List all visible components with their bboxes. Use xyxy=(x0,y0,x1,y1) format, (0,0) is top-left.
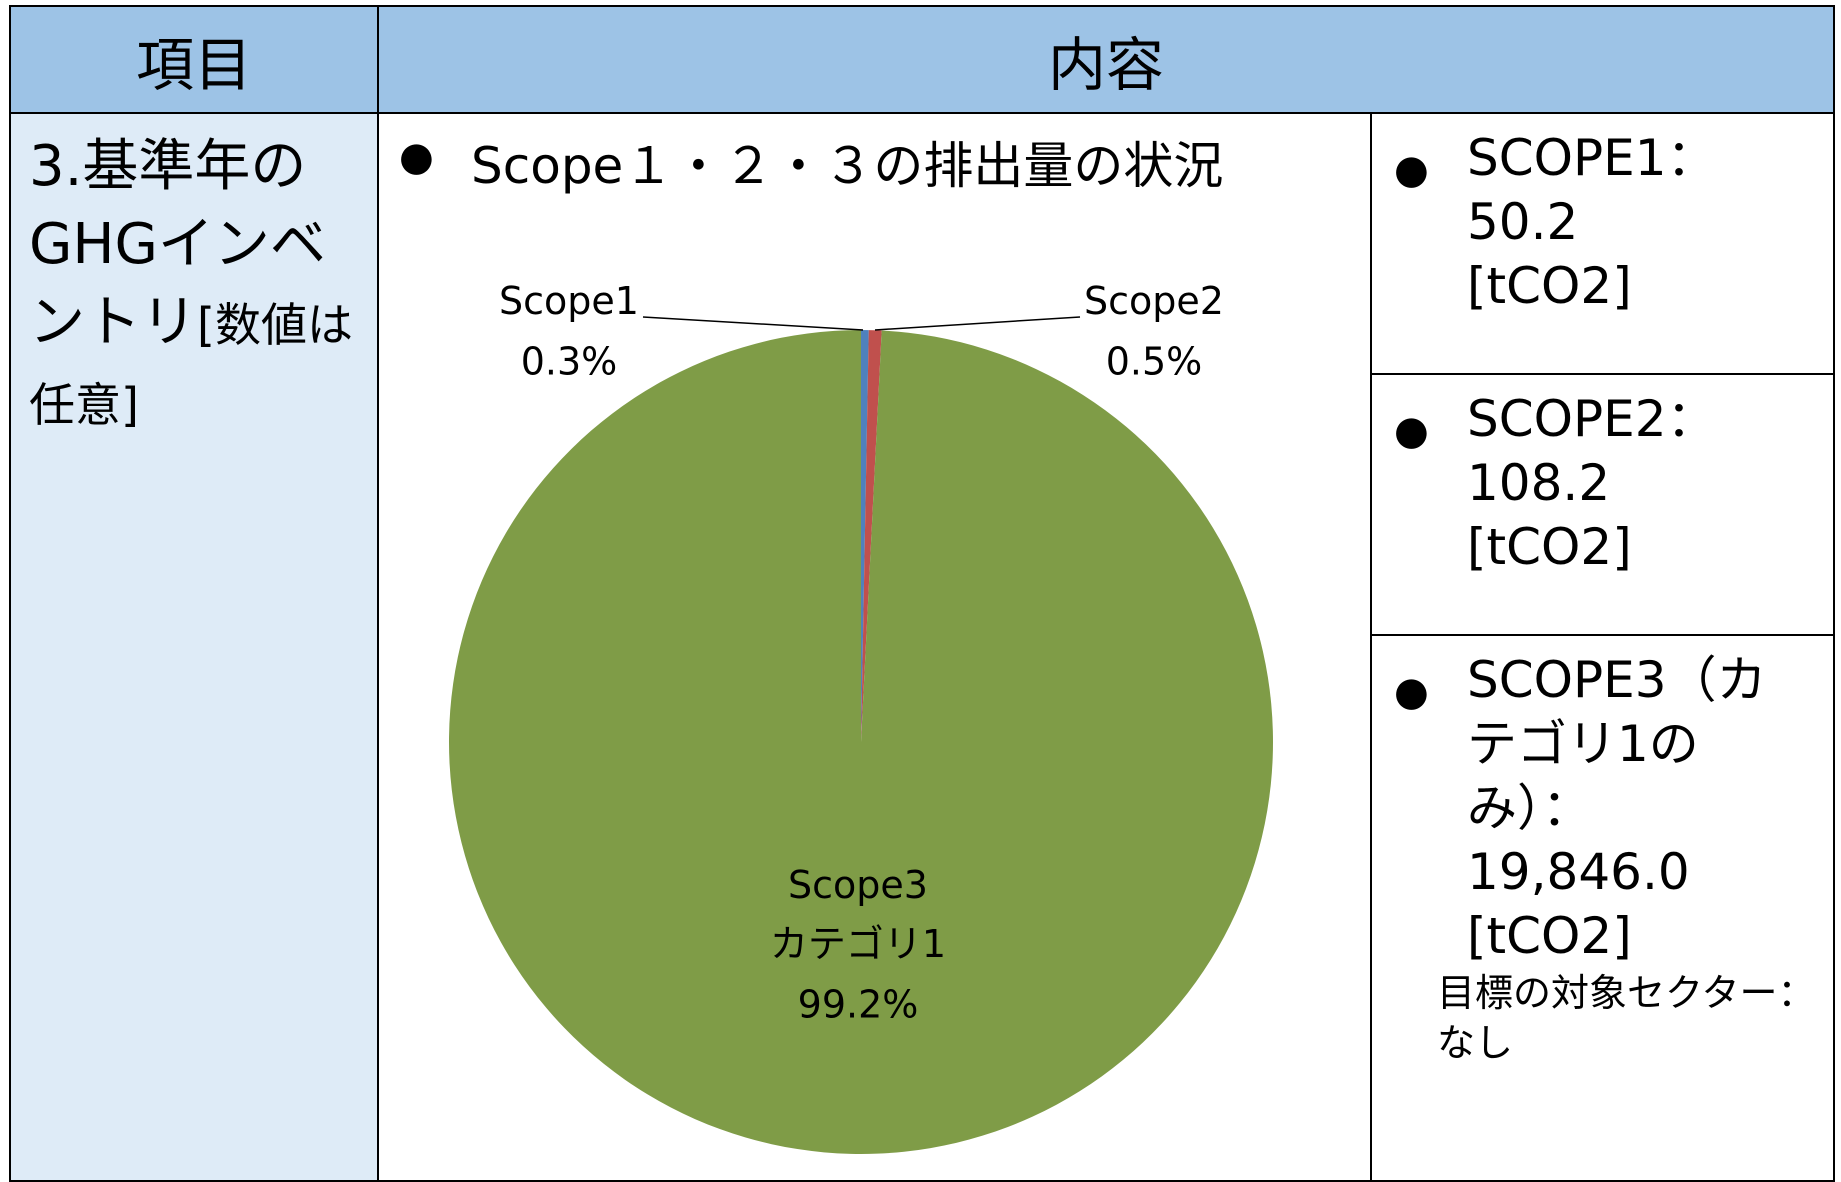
leader-line xyxy=(874,316,1081,331)
slice-value-label: 0.3% xyxy=(521,340,618,384)
side-cell: ● SCOPE2： 108.2 [tCO2] xyxy=(1370,373,1835,636)
bullet: ● xyxy=(399,134,434,180)
side-unit: [tCO2] xyxy=(1467,257,1632,315)
pie-slice xyxy=(448,330,1273,1155)
pie-slice xyxy=(861,330,882,742)
slice-label: Scope3 カテゴリ1 xyxy=(770,863,946,966)
pie-slice xyxy=(861,330,869,742)
slice-label: Scope2 xyxy=(1084,279,1224,323)
slice-value-label: 0.5% xyxy=(1106,340,1203,384)
side-value: 108.2 xyxy=(1467,454,1611,512)
bullet: ● xyxy=(1394,147,1429,193)
side-cell: ● SCOPE1： 50.2 [tCO2] xyxy=(1370,112,1835,375)
header-item: 項目 xyxy=(9,5,379,114)
side-value: 19,846.0 xyxy=(1467,843,1690,901)
item-text: 3.基準年のGHGインベントリ[数値は任意] xyxy=(29,128,359,444)
side-unit: [tCO2] xyxy=(1467,518,1632,576)
side-label: SCOPE3（カテゴリ1のみ）： xyxy=(1467,651,1767,837)
bullet: ● xyxy=(1394,408,1429,454)
side-note: 目標の対象セクター：なし xyxy=(1437,971,1816,1065)
side-label: SCOPE2： xyxy=(1467,390,1717,448)
side-label: SCOPE1： xyxy=(1467,129,1717,187)
side-value: 50.2 xyxy=(1467,193,1579,251)
side-unit: [tCO2] xyxy=(1467,907,1632,965)
item-note: [数値は任意] xyxy=(29,298,353,432)
item-cell: 3.基準年のGHGインベントリ[数値は任意] xyxy=(9,112,379,1182)
heading: Scope１・２・３の排出量の状況 xyxy=(471,137,1224,195)
leader-line xyxy=(642,316,864,331)
side-cell: ● SCOPE3（カテゴリ1のみ）： 19,846.0 [tCO2] 目標の対象セクタ… xyxy=(1370,634,1835,1182)
slice-label: Scope1 xyxy=(499,279,639,323)
slice-value-label: 99.2% xyxy=(798,983,919,1027)
item-title: 3.基準年のGHGインベントリ xyxy=(29,134,326,355)
bullet: ● xyxy=(1394,669,1429,715)
